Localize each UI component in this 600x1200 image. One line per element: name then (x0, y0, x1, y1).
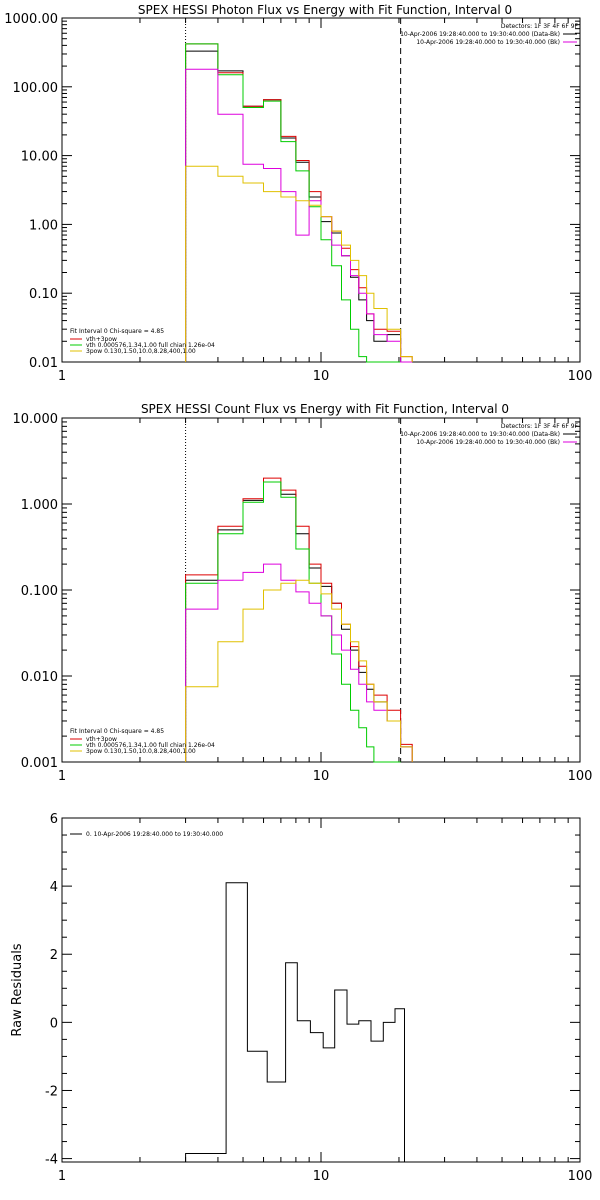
panel-1-series (185, 43, 413, 363)
panel-2-title: SPEX HESSI Count Flux vs Energy with Fit… (141, 402, 509, 416)
series-line-total (185, 477, 413, 762)
x-tick-label: 1 (58, 1169, 66, 1184)
fit-legend-header: Fit Interval 0 Chi-square = 4.85 (70, 328, 164, 335)
panel-count-flux: SPEX HESSI Count Flux vs Energy with Fit… (13, 402, 593, 784)
fit-legend-label-third: 3pow 0.130,1.50,10.0,8.28,400,1.00 (86, 748, 196, 755)
series-line-data (185, 882, 405, 1162)
panel-1-fit-legend: Fit Interval 0 Chi-square = 4.85 vth+3po… (70, 328, 215, 355)
y-tick-label: 2 (50, 948, 58, 963)
y-tick-label: -2 (45, 1084, 58, 1099)
x-tick-label: 100 (568, 369, 593, 384)
panel-2-fit-legend: Fit Interval 0 Chi-square = 4.85 vth+3po… (70, 728, 215, 755)
fit-legend-label-third: 3pow 0.130,1.50,10.0,8.28,400,1.00 (86, 348, 196, 355)
series-line-third (185, 165, 413, 362)
panel-3-y-axis-label: Raw Residuals (10, 943, 25, 1036)
y-tick-label: 0.100 (21, 584, 58, 599)
panel-1-axes: 1 10 100 0.01 0.10 1.00 10.00 100.00 1000.00 (4, 12, 592, 384)
y-tick-label: 100.00 (13, 81, 59, 96)
fit-legend-label-total: vth+3pow (86, 336, 117, 343)
panel-2-axes: 1 10 100 0.001 0.010 0.100 1.000 10.000 (13, 412, 593, 784)
panel-residuals: Raw Residuals 1 10 100 -4 -2 0 2 4 6 0. 10-Apr-2… (10, 812, 592, 1184)
panel-2-top-legend: Detectors: 1F 3F 4F 6F 9F 10-Apr-2006 19… (400, 423, 578, 446)
top-legend-bk-interval: 10-Apr-2006 19:28:40.000 to 19:30:40.000… (416, 39, 560, 46)
residual-legend-label: 0. 10-Apr-2006 19:28:40.000 to 19:30:40.… (86, 831, 223, 838)
panel-3-series (185, 882, 405, 1162)
fit-legend-label-vth: vth 0.000576,1.34,1.00 full chian 1.26e-… (86, 742, 215, 749)
x-tick-label: 10 (313, 1169, 330, 1184)
panel-1-top-legend: Detectors: 1F 3F 4F 6F 9F 10-Apr-2006 19… (400, 23, 578, 46)
y-tick-label: 0.01 (29, 356, 58, 371)
y-tick-label: 0.10 (29, 287, 58, 302)
fit-legend-label-vth: vth 0.000576,1.34,1.00 full chian 1.26e-… (86, 342, 215, 349)
panel-3-legend: 0. 10-Apr-2006 19:28:40.000 to 19:30:40.… (70, 831, 223, 838)
series-line-third (185, 579, 413, 762)
x-tick-label: 10 (313, 369, 330, 384)
fit-legend-label-total: vth+3pow (86, 736, 117, 743)
panel-1-title: SPEX HESSI Photon Flux vs Energy with Fi… (138, 3, 512, 17)
top-legend-data-interval: 10-Apr-2006 19:28:40.000 to 19:30:40.000… (400, 431, 560, 438)
top-legend-bk-interval: 10-Apr-2006 19:28:40.000 to 19:30:40.000… (416, 439, 560, 446)
x-tick-label: 1 (58, 769, 66, 784)
series-line-vth (185, 481, 401, 763)
series-line-powerlaw (185, 563, 413, 762)
y-tick-label: 0 (50, 1016, 58, 1031)
y-tick-label: 1.00 (29, 218, 58, 233)
y-tick-label: 1.000 (21, 498, 58, 513)
x-tick-label: 100 (568, 1169, 593, 1184)
panel-photon-flux: SPEX HESSI Photon Flux vs Energy with Fi… (4, 3, 592, 384)
x-tick-label: 100 (568, 769, 593, 784)
top-legend-data-interval: 10-Apr-2006 19:28:40.000 to 19:30:40.000… (400, 31, 560, 38)
x-tick-label: 10 (313, 769, 330, 784)
x-tick-label: 1 (58, 369, 66, 384)
y-tick-label: 4 (50, 880, 58, 895)
panel-2-series (185, 477, 413, 763)
y-tick-label: 0.001 (21, 756, 58, 771)
top-legend-detectors: Detectors: 1F 3F 4F 6F 9F (501, 23, 579, 30)
panel-3-axes: 1 10 100 -4 -2 0 2 4 6 (45, 812, 592, 1184)
y-tick-label: -4 (45, 1153, 58, 1168)
y-tick-label: 10.000 (13, 412, 59, 427)
y-tick-label: 6 (50, 812, 58, 827)
top-legend-detectors: Detectors: 1F 3F 4F 6F 9F (501, 423, 579, 430)
y-tick-label: 0.010 (21, 670, 58, 685)
y-tick-label: 1000.00 (4, 12, 58, 27)
fit-legend-header: Fit Interval 0 Chi-square = 4.85 (70, 728, 164, 735)
y-tick-label: 10.00 (21, 150, 58, 165)
